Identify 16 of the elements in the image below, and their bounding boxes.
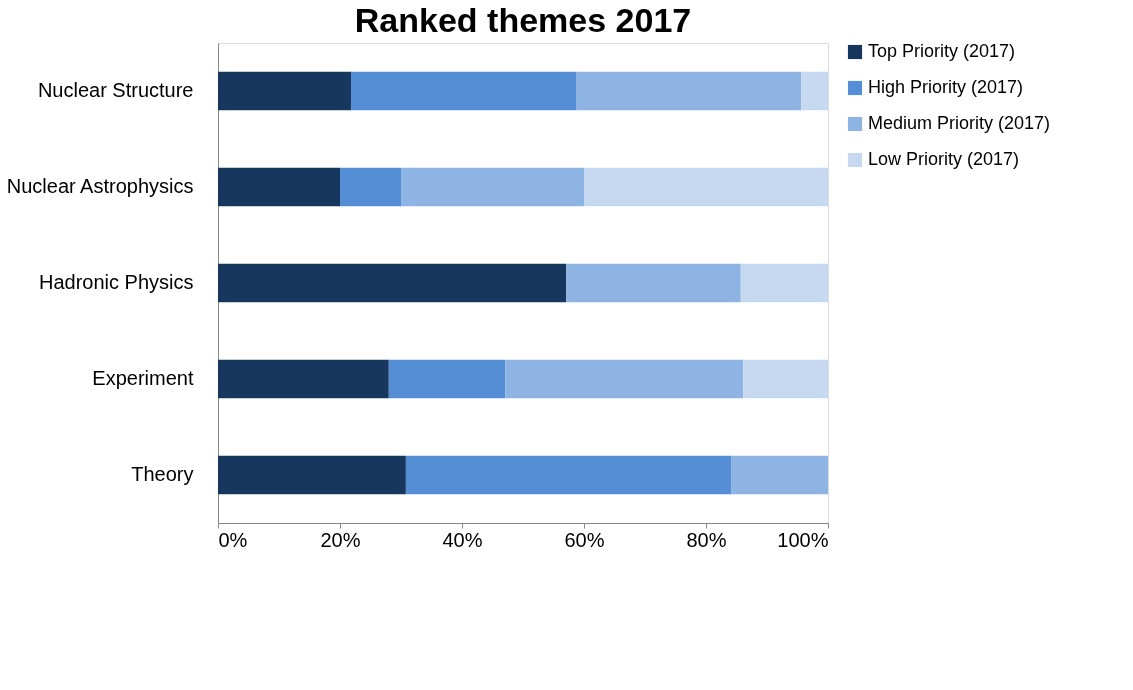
y-tick-label: Nuclear Astrophysics — [6, 175, 194, 197]
legend-label: Low Priority (2017) — [868, 149, 1020, 169]
x-tick-label: 20% — [320, 528, 361, 551]
x-tick-label: 0% — [218, 528, 248, 551]
chart-title: Ranked themes 2017 — [354, 1, 692, 39]
legend-label: High Priority (2017) — [868, 77, 1024, 97]
x-tick-label: 100% — [777, 528, 829, 551]
x-tick-label: 60% — [564, 528, 605, 551]
legend-label: Top Priority (2017) — [868, 41, 1016, 61]
y-tick-label: Experiment — [92, 367, 194, 389]
x-tick-label: 80% — [686, 528, 727, 551]
x-tick-label: 40% — [442, 528, 483, 551]
y-tick-label: Theory — [131, 463, 194, 485]
legend-label: Medium Priority (2017) — [868, 113, 1051, 133]
y-tick-label: Hadronic Physics — [38, 271, 194, 293]
y-tick-label: Nuclear Structure — [37, 79, 194, 101]
